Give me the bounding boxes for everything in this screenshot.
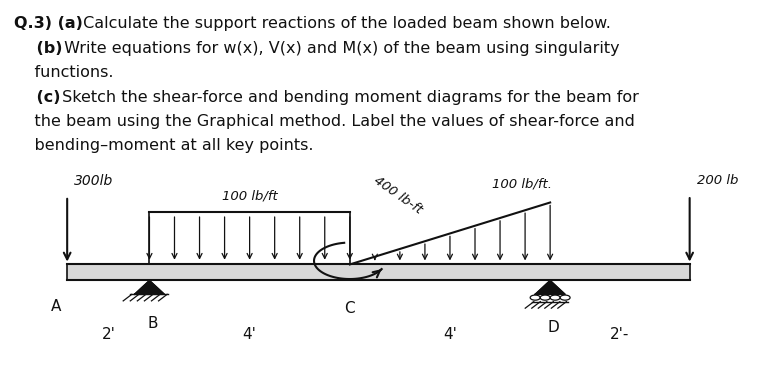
Text: 100 lb/ft.: 100 lb/ft. <box>492 178 552 191</box>
Text: 2': 2' <box>101 327 115 342</box>
Text: 100 lb/ft: 100 lb/ft <box>221 189 278 203</box>
Text: Calculate the support reactions of the loaded beam shown below.: Calculate the support reactions of the l… <box>78 16 611 31</box>
Text: the beam using the Graphical method. Label the values of shear-force and: the beam using the Graphical method. Lab… <box>14 114 635 129</box>
Text: functions.: functions. <box>14 65 113 80</box>
Polygon shape <box>535 280 565 294</box>
Text: Q.3) (a): Q.3) (a) <box>14 16 82 31</box>
Polygon shape <box>135 280 164 294</box>
Text: 200 lb: 200 lb <box>697 174 738 187</box>
Text: Write equations for w(x), V(x) and M(x) of the beam using singularity: Write equations for w(x), V(x) and M(x) … <box>59 41 619 56</box>
FancyBboxPatch shape <box>67 265 689 280</box>
Text: 4': 4' <box>443 327 457 342</box>
Text: D: D <box>548 320 559 335</box>
Text: 400 lb-ft: 400 lb-ft <box>371 174 425 216</box>
Text: C: C <box>345 300 355 316</box>
Text: B: B <box>148 316 158 331</box>
Text: Sketch the shear-force and bending moment diagrams for the beam for: Sketch the shear-force and bending momen… <box>57 90 639 104</box>
Text: (b): (b) <box>14 41 62 56</box>
Text: (c): (c) <box>14 90 60 104</box>
Text: A: A <box>51 299 62 314</box>
Text: bending–moment at all key points.: bending–moment at all key points. <box>14 138 313 153</box>
Text: 2'-: 2'- <box>610 327 629 342</box>
Text: 4': 4' <box>243 327 256 342</box>
Text: 300lb: 300lb <box>75 174 113 188</box>
